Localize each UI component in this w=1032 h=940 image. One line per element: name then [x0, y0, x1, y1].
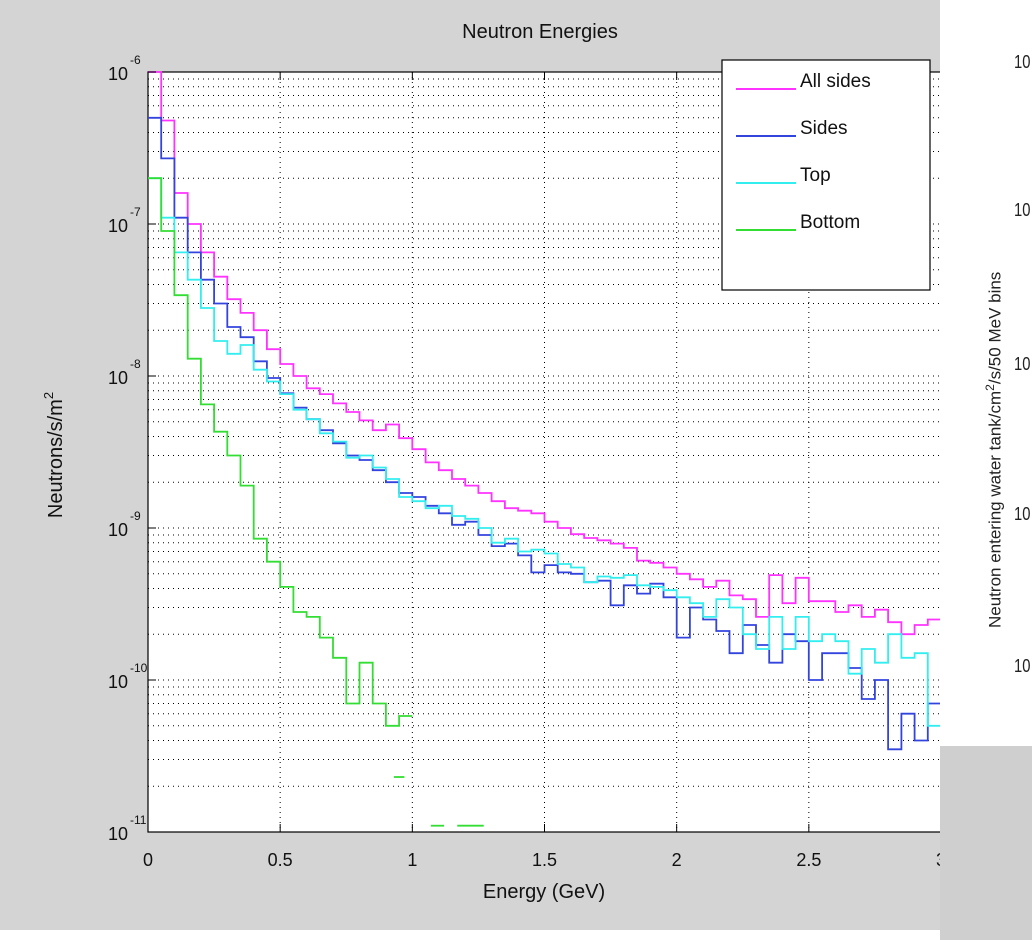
adjacent-figure-bottom-background — [940, 746, 1032, 940]
y-tick-exponent: -9 — [130, 509, 141, 523]
legend-box — [721, 59, 931, 291]
x-axis-title: Energy (GeV) — [483, 881, 605, 903]
y-tick-label: 10 — [108, 216, 128, 236]
x-tick-label: 3 — [936, 850, 940, 870]
x-tick-label: 0.5 — [268, 850, 293, 870]
legend-label: Sides — [800, 118, 848, 139]
y-tick-exponent: -11 — [130, 813, 147, 827]
right-ylabel-superscript: 2 — [983, 384, 997, 391]
right-tick-label: 10 — [1014, 52, 1031, 72]
right-tick-label: 10 — [1014, 656, 1031, 676]
legend-label: Top — [800, 165, 831, 186]
y-tick-label: 10 — [108, 520, 128, 540]
y-tick-exponent: -8 — [130, 357, 141, 371]
right-tick-label: 10 — [1014, 504, 1031, 524]
x-tick-label: 2 — [672, 850, 682, 870]
y-tick-exponent: -10 — [130, 661, 148, 675]
y-tick-label: 10 — [108, 824, 128, 844]
legend: All sides Sides Top Bottom — [721, 59, 931, 291]
bottom-strip — [0, 930, 940, 940]
series-line-top — [148, 177, 940, 727]
series-layer — [148, 71, 940, 827]
x-tick-label: 0 — [143, 850, 153, 870]
right-y-axis-label: Neutron entering water tank/cm2/s/50 MeV… — [983, 68, 1006, 628]
right-ylabel-text: Neutron entering water tank/cm — [985, 390, 1005, 628]
y-axis-title-superscript: 2 — [41, 392, 56, 399]
series-line-all-sides — [148, 71, 940, 636]
legend-label: All sides — [800, 71, 871, 92]
y-tick-label: 10 — [108, 672, 128, 692]
y-tick-exponent: -6 — [130, 53, 141, 67]
y-axis-title-group: Neutrons/s/m2 — [41, 392, 67, 518]
y-axis-title: Neutrons/s/m2 — [41, 392, 67, 518]
x-tick-label: 1 — [407, 850, 417, 870]
y-tick-exponent: -7 — [130, 205, 141, 219]
chart-title: Neutron Energies — [462, 21, 618, 43]
x-tick-label: 1.5 — [532, 850, 557, 870]
series-line-bottom — [148, 177, 413, 727]
y-axis-title-text: Neutrons/s/m — [45, 399, 67, 518]
x-tick-label: 2.5 — [796, 850, 821, 870]
neutron-energy-chart: 00.511.522.5310-1110-1010-910-810-710-6 … — [41, 21, 940, 903]
right-tick-label: 10 — [1014, 354, 1031, 374]
y-tick-label: 10 — [108, 368, 128, 388]
legend-label: Bottom — [800, 212, 860, 233]
right-ylabel-tail: /s/50 MeV bins — [985, 271, 1005, 385]
right-tick-label: 10 — [1014, 200, 1031, 220]
y-tick-label: 10 — [108, 64, 128, 84]
